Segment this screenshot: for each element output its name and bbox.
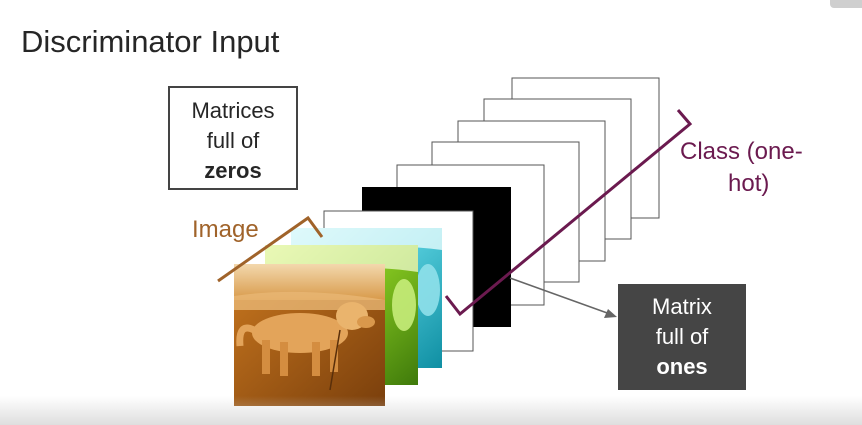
ones-box-line1: Matrix bbox=[652, 294, 712, 319]
zeros-box-line1: Matrices bbox=[191, 98, 275, 123]
dog-body bbox=[252, 313, 348, 353]
class-label: Class (one- hot) bbox=[680, 136, 803, 200]
zeros-box-line2: full of bbox=[206, 128, 260, 153]
ones-box-line2: full of bbox=[655, 324, 709, 349]
class-label-line2: hot) bbox=[728, 170, 770, 197]
class-label-line1: Class (one- bbox=[680, 138, 803, 165]
ones-matrix-box: Matrix full of ones bbox=[618, 284, 746, 390]
image-bracket bbox=[217, 215, 324, 283]
ones-box-line3: ones bbox=[656, 354, 708, 379]
slide-title: Discriminator Input bbox=[21, 24, 280, 59]
ones-arrow bbox=[509, 277, 617, 318]
video-player-bottom-gradient bbox=[0, 396, 862, 425]
image-label: Image bbox=[192, 216, 259, 243]
player-corner-widget bbox=[830, 0, 862, 8]
zeros-matrices-box: Matrices full of zeros bbox=[168, 86, 298, 190]
class-bracket bbox=[444, 109, 693, 317]
image-channel-orange bbox=[234, 264, 385, 406]
zeros-box-line3: zeros bbox=[204, 158, 262, 183]
